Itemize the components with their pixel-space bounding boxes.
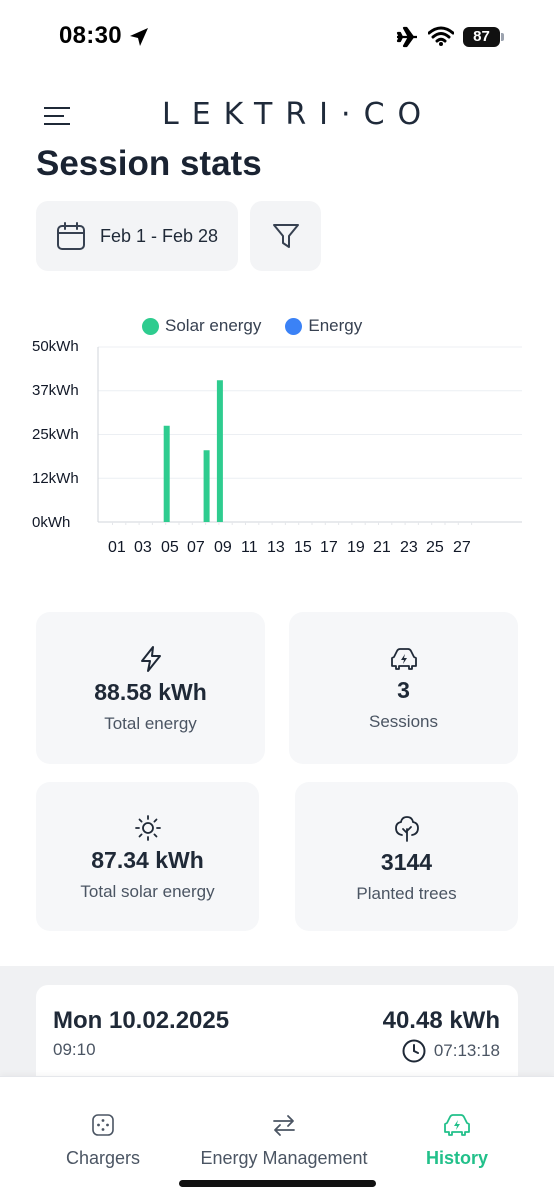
x-tick-label: 17: [320, 539, 338, 556]
sun-icon: [134, 815, 161, 841]
chart-bar[interactable]: [203, 450, 210, 522]
x-tick-label: 07: [187, 539, 205, 556]
chart-plot-area: [97, 346, 522, 525]
battery-indicator: 87: [463, 27, 500, 47]
nav-history-label: History: [425, 1148, 488, 1168]
session-energy: 40.48 kWh: [382, 1007, 500, 1034]
total-energy-label: Total energy: [104, 714, 197, 733]
nav-chargers[interactable]: Chargers: [62, 1113, 144, 1169]
planted-trees-label: Planted trees: [356, 884, 457, 903]
stat-card-planted-trees: 3144 Planted trees: [295, 782, 518, 931]
stat-card-total-energy: 88.58 kWh Total energy: [36, 612, 265, 764]
x-tick-label: 03: [134, 539, 152, 556]
session-duration-label: 07:13:18: [433, 1041, 500, 1060]
stat-card-sessions: 3 Sessions: [289, 612, 518, 764]
filter-button[interactable]: [250, 201, 321, 271]
lightning-icon: [140, 646, 161, 672]
date-range-label: Feb 1 - Feb 28: [100, 225, 219, 246]
brand-logo: LEKTRI·CO: [162, 97, 435, 132]
calendar-icon: [57, 222, 85, 250]
legend-label-energy: Energy: [308, 316, 363, 335]
session-start-time: 09:10: [53, 1040, 96, 1059]
filter-icon: [272, 224, 299, 248]
x-tick-label: 23: [400, 539, 418, 556]
sessions-value: 3: [397, 677, 410, 703]
legend-dot-solar: [142, 317, 159, 335]
total-solar-value: 87.34 kWh: [91, 847, 204, 873]
legend-dot-energy: [285, 317, 303, 335]
session-duration: 07:13:18: [402, 1039, 500, 1063]
chart-legend: Solar energy Energy: [142, 316, 386, 336]
wifi-icon: [428, 26, 454, 46]
legend-item-energy[interactable]: Energy: [285, 316, 362, 336]
page-title: Session stats: [36, 144, 262, 183]
session-date: Mon 10.02.2025: [53, 1007, 230, 1034]
legend-label-solar: Solar energy: [165, 316, 262, 335]
x-tick-label: 13: [267, 539, 285, 556]
y-tick-label: 12kWh: [32, 470, 79, 487]
home-indicator: [179, 1180, 376, 1187]
status-time: 08:30: [59, 22, 122, 49]
car-charging-icon: [444, 1114, 470, 1136]
y-tick-label: 0kWh: [32, 514, 71, 531]
y-tick-label: 50kWh: [32, 338, 79, 355]
x-tick-label: 15: [294, 539, 312, 556]
y-tick-label: 25kWh: [32, 426, 79, 443]
battery-cap: [501, 33, 504, 41]
menu-icon[interactable]: [44, 106, 70, 126]
charger-icon: [92, 1114, 114, 1136]
airplane-icon: [396, 26, 417, 48]
x-tick-label: 25: [426, 539, 444, 556]
tree-icon: [394, 816, 419, 842]
x-tick-label: 19: [347, 539, 365, 556]
car-charging-icon: [390, 648, 417, 670]
chart-bar[interactable]: [163, 425, 170, 522]
bottom-nav: Chargers Energy Management History: [0, 1076, 554, 1200]
planted-trees-value: 3144: [380, 849, 433, 875]
nav-chargers-label: Chargers: [65, 1148, 141, 1168]
clock-icon: [402, 1039, 426, 1063]
total-solar-label: Total solar energy: [80, 882, 215, 901]
date-range-button[interactable]: Feb 1 - Feb 28: [36, 201, 238, 271]
x-tick-label: 27: [453, 539, 471, 556]
x-tick-label: 09: [214, 539, 232, 556]
y-tick-label: 37kWh: [32, 382, 79, 399]
swap-arrows-icon: [273, 1115, 295, 1136]
sessions-label: Sessions: [369, 712, 438, 731]
x-tick-label: 01: [108, 539, 126, 556]
chart-bar[interactable]: [216, 380, 223, 522]
legend-item-solar[interactable]: Solar energy: [142, 316, 261, 336]
total-energy-value: 88.58 kWh: [94, 679, 207, 705]
status-bar: 08:30 87: [0, 0, 554, 72]
x-tick-label: 05: [161, 539, 179, 556]
location-arrow-icon: [130, 28, 148, 46]
nav-energy-management-label: Energy Management: [200, 1148, 368, 1168]
x-tick-label: 21: [373, 539, 391, 556]
nav-history[interactable]: History: [421, 1113, 493, 1169]
stat-card-total-solar: 87.34 kWh Total solar energy: [36, 782, 259, 931]
energy-chart: Solar energy Energy 50kWh 37kWh 25kWh 12…: [0, 300, 554, 570]
x-tick-label: 11: [241, 539, 258, 556]
nav-energy-management[interactable]: Energy Management: [196, 1113, 372, 1169]
